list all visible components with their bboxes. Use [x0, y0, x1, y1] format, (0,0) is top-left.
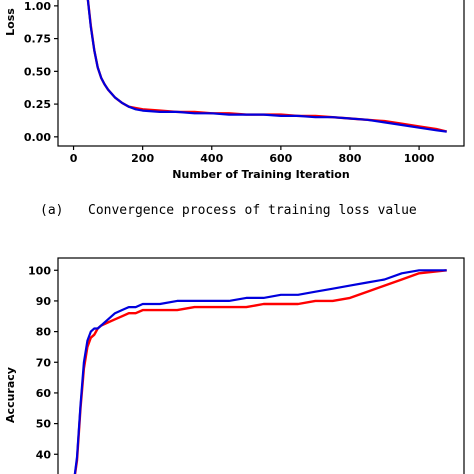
loss-x-tick-label: 1000 [404, 152, 435, 165]
caption-label: (a) [40, 203, 63, 218]
accuracy-y-tick-label: 50 [36, 418, 52, 431]
loss-y-ticks: 0.00 0.25 0.50 0.75 1.00 [24, 0, 58, 144]
loss-x-tick-label: 400 [200, 152, 223, 165]
accuracy-y-tick-label: 80 [36, 326, 52, 339]
accuracy-series-line-1 [73, 269, 447, 474]
loss-y-tick-label: 0.00 [24, 131, 51, 144]
loss-series-group [86, 0, 447, 133]
loss-x-tick-label: 200 [131, 152, 154, 165]
caption-text: Convergence process of training loss val… [88, 203, 417, 218]
loss-y-tick-label: 0.25 [24, 98, 51, 111]
accuracy-y-ticks: 40 50 60 70 80 90 100 [28, 264, 58, 461]
figure-caption: (a) Convergence process of training loss… [40, 203, 417, 218]
accuracy-plot-frame [57, 257, 465, 474]
accuracy-y-tick-label: 100 [28, 264, 51, 277]
accuracy-y-tick-label: 90 [36, 295, 52, 308]
accuracy-y-tick-label: 40 [36, 448, 52, 461]
loss-y-tick-label: 0.50 [24, 65, 51, 78]
loss-x-ticks: 0 200 400 600 800 1000 [70, 146, 435, 165]
loss-plot-frame [57, 0, 465, 147]
loss-x-tick-label: 800 [338, 152, 361, 165]
loss-series-line-2 [86, 0, 447, 133]
loss-x-tick-label: 600 [269, 152, 292, 165]
loss-x-tick-label: 0 [70, 152, 78, 165]
loss-chart: 0.00 0.25 0.50 0.75 1.00 0 200 400 600 800 1000 N… [4, 0, 465, 181]
accuracy-series-group [73, 269, 447, 474]
accuracy-y-tick-label: 60 [36, 387, 52, 400]
loss-x-axis-label: Number of Training Iteration [172, 168, 349, 181]
loss-y-tick-label: 0.75 [24, 33, 51, 46]
accuracy-y-axis-label: Accuracy [4, 367, 17, 423]
loss-y-tick-label: 1.00 [24, 0, 51, 13]
accuracy-series-line-2 [73, 269, 447, 474]
accuracy-y-tick-label: 70 [36, 356, 52, 369]
loss-series-line-1 [86, 0, 447, 133]
accuracy-chart: 40 50 60 70 80 90 100 Accuracy [4, 257, 465, 474]
loss-y-axis-label: Loss [4, 8, 17, 36]
